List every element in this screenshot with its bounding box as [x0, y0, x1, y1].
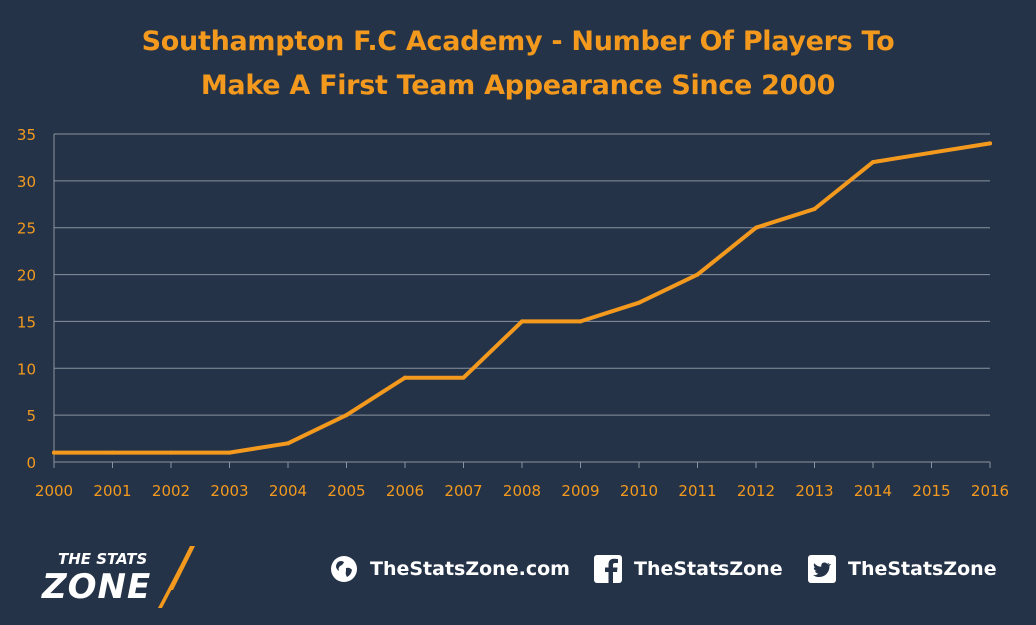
data-point: [52, 450, 56, 455]
x-tick-label: 2006: [386, 482, 424, 500]
data-point: [637, 300, 641, 305]
twitter-text: TheStatsZone: [848, 558, 997, 580]
y-tick-label: 15: [17, 313, 36, 331]
y-tick-label: 20: [17, 267, 36, 285]
logo-text-top: THE STATS: [58, 550, 147, 568]
y-tick-label: 5: [26, 407, 36, 425]
x-tick-label: 2005: [327, 482, 365, 500]
website-text: TheStatsZone.com: [370, 558, 570, 580]
data-point: [169, 450, 173, 455]
facebook-icon: [594, 555, 622, 583]
data-point: [110, 450, 115, 455]
chart-title-line-1: Southampton F.C Academy - Number Of Play…: [141, 26, 895, 57]
website-link[interactable]: TheStatsZone.com: [330, 554, 570, 584]
series-line: [52, 141, 992, 455]
x-tick-label: 2001: [93, 482, 131, 500]
facebook-link[interactable]: TheStatsZone: [594, 554, 783, 584]
x-tick-label: 2014: [854, 482, 892, 500]
data-point: [286, 441, 290, 446]
x-tick-label: 2012: [737, 482, 775, 500]
data-point: [754, 225, 758, 230]
y-tick-label: 30: [17, 173, 36, 191]
twitter-link[interactable]: TheStatsZone: [808, 554, 997, 584]
x-tick-label: 2015: [912, 482, 950, 500]
x-tick-label: 2004: [269, 482, 307, 500]
y-tick-label: 10: [17, 360, 36, 378]
y-tick-label: 35: [17, 126, 36, 144]
footer: THE STATS ZONE TheStatsZone.com TheStats…: [0, 528, 1036, 625]
globe-icon: [331, 556, 357, 582]
data-point: [929, 150, 934, 155]
x-tick-label: 2000: [35, 482, 73, 500]
data-point: [227, 450, 232, 455]
stats-zone-logo: THE STATS ZONE: [41, 546, 195, 608]
x-tick-label: 2011: [678, 482, 716, 500]
facebook-text: TheStatsZone: [634, 558, 783, 580]
x-tick-label: 2009: [561, 482, 599, 500]
x-tick-label: 2013: [795, 482, 833, 500]
data-point: [461, 375, 466, 380]
x-tick-label: 2007: [444, 482, 482, 500]
data-point: [695, 272, 700, 277]
x-tick-label: 2010: [620, 482, 658, 500]
data-point: [520, 319, 524, 324]
logo-text-bottom: ZONE: [41, 567, 151, 607]
data-point: [988, 141, 992, 146]
x-tick-label: 2016: [971, 482, 1009, 500]
data-point: [344, 413, 349, 418]
twitter-icon: [808, 555, 836, 583]
x-tick-label: 2002: [152, 482, 190, 500]
x-tick-label: 2003: [210, 482, 248, 500]
data-point: [812, 206, 817, 211]
line-chart: 0 5 10 15 20 25 30 35 2000 2001 2002 2003 2004 2005 20…: [17, 126, 1009, 500]
chart-title: Southampton F.C Academy - Number Of Play…: [0, 20, 1036, 108]
data-point: [871, 160, 875, 165]
y-tick-label: 0: [26, 454, 36, 472]
data-point: [578, 319, 583, 324]
data-point: [403, 375, 407, 380]
y-tick-label: 25: [17, 220, 36, 238]
x-tick-label: 2008: [503, 482, 541, 500]
chart-title-line-2: Make A First Team Appearance Since 2000: [200, 70, 836, 101]
logo-slash-2: [158, 566, 184, 608]
